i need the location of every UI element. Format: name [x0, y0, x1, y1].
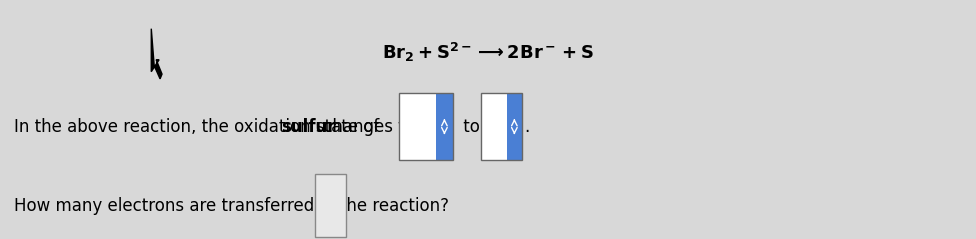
- Polygon shape: [151, 29, 162, 79]
- Bar: [436, 93, 453, 160]
- Bar: [481, 93, 507, 160]
- Text: changes from: changes from: [318, 118, 437, 136]
- Text: sulfur: sulfur: [281, 118, 336, 136]
- Bar: [314, 174, 346, 237]
- Bar: [399, 93, 436, 160]
- Text: $\mathbf{Br_2 + S^{2-}}$$\mathbf{\longrightarrow 2Br^- + S}$: $\mathbf{Br_2 + S^{2-}}$$\mathbf{\longri…: [382, 41, 594, 64]
- Bar: [481, 93, 522, 160]
- Bar: [507, 93, 522, 160]
- Text: to: to: [458, 118, 480, 136]
- Text: How many electrons are transferred in the reaction?: How many electrons are transferred in th…: [14, 196, 449, 215]
- Text: In the above reaction, the oxidation state of: In the above reaction, the oxidation sta…: [14, 118, 385, 136]
- Text: .: .: [524, 118, 529, 136]
- Bar: [399, 93, 453, 160]
